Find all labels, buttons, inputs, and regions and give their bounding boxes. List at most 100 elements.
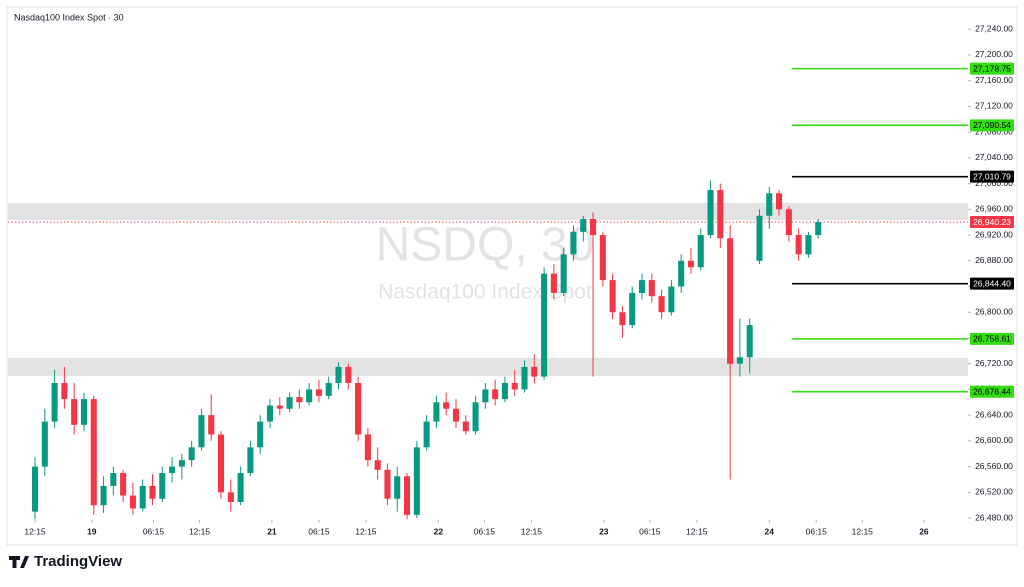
candle-body [374, 460, 381, 470]
candle-body [638, 280, 646, 293]
background-layer: NSDQ, 30 Nasdaq100 Index Spot [8, 202, 968, 376]
candle-body [178, 460, 185, 467]
y-tick-label: 27,080.00 [975, 126, 1013, 136]
candle-body [678, 260, 685, 287]
y-tick-label: 26,800.00 [975, 306, 1013, 316]
candle-body [335, 366, 342, 383]
candle-body [120, 473, 127, 496]
candle-body [129, 495, 136, 509]
candle-body [394, 476, 401, 499]
candle-body [404, 476, 411, 515]
candle-body [110, 473, 117, 486]
candle-body [80, 399, 88, 425]
candle-body [756, 215, 763, 261]
candle-body [315, 389, 322, 396]
level-badge [970, 332, 1014, 345]
x-tick-label: 06:15 [806, 526, 828, 536]
y-tick-label: 26,720.00 [975, 358, 1013, 368]
candle-body [188, 447, 195, 461]
candle-body [570, 231, 577, 255]
candle-body [286, 397, 293, 409]
y-tick-label: 26,880.00 [975, 255, 1013, 265]
candle-body [462, 421, 469, 432]
x-tick-label: 19 [87, 526, 97, 536]
x-tick-label: 12:15 [686, 526, 708, 536]
candle-body [550, 273, 557, 293]
level-badge [970, 62, 1014, 75]
level-badge [970, 119, 1014, 132]
candle-body [766, 193, 773, 216]
chart-frame [6, 6, 1018, 546]
candle-body [237, 473, 244, 502]
candle-body [707, 190, 714, 236]
candle-body [355, 382, 362, 435]
candle-body [736, 357, 743, 364]
candle-body [169, 466, 176, 474]
watermark-name: Nasdaq100 Index Spot [378, 281, 592, 304]
candle-body [90, 399, 97, 506]
candle-body [100, 485, 107, 506]
level-label: 27,178.75 [973, 63, 1011, 73]
candle-body [384, 469, 391, 499]
zone [8, 202, 968, 221]
brand-name: TradingView [34, 553, 122, 570]
candle-body [668, 286, 675, 313]
candle-body [472, 402, 479, 432]
level-label: 27,010.79 [973, 171, 1011, 181]
candle-body [247, 447, 254, 474]
candle-body [266, 405, 274, 422]
y-tick-label: 26,920.00 [975, 229, 1013, 239]
candle-body [149, 485, 156, 499]
candle-body [51, 382, 58, 422]
y-tick-label: 27,120.00 [975, 101, 1013, 111]
candle-body [198, 415, 205, 448]
candle-body [697, 235, 704, 268]
y-tick-label: 26,960.00 [975, 204, 1013, 214]
x-tick-label: 06:15 [474, 526, 496, 536]
candle-body [159, 473, 166, 499]
candle-body [511, 382, 518, 390]
x-tick-label: 12:15 [521, 526, 543, 536]
level-badge [970, 170, 1014, 183]
candle-body [413, 447, 420, 515]
candle-body [629, 292, 636, 326]
candle-body [599, 235, 606, 281]
candle-body [71, 399, 78, 425]
last-price-badge [970, 216, 1014, 229]
x-tick-label: 23 [599, 526, 609, 536]
candle-body [521, 366, 528, 390]
x-tick-label: 12:15 [24, 526, 46, 536]
candle-body [41, 421, 48, 467]
y-tick-label: 27,200.00 [975, 49, 1013, 59]
y-tick-label: 26,480.00 [975, 512, 1013, 522]
x-tick-label: 12:15 [852, 526, 874, 536]
candle-body [482, 389, 489, 403]
candle-body [452, 408, 460, 422]
candle-body [325, 382, 332, 396]
candle-body [746, 325, 753, 358]
candle-body [590, 218, 597, 236]
level-badge [970, 277, 1014, 290]
candle-body [580, 218, 587, 232]
level-label: 27,090.54 [973, 120, 1011, 130]
level-label: 26,844.40 [973, 278, 1011, 288]
candle-body [531, 366, 538, 377]
chart-title: Nasdaq100 Index Spot · 30 [14, 12, 124, 22]
candle-body [541, 273, 548, 377]
y-tick-label: 27,000.00 [975, 178, 1013, 188]
candle-body [276, 405, 283, 409]
x-tick-label: 26 [919, 526, 929, 536]
y-tick-label: 27,240.00 [975, 23, 1013, 33]
candle-body [658, 296, 665, 313]
candle-body [609, 280, 616, 313]
x-tick-label: 06:15 [639, 526, 661, 536]
zone [8, 357, 968, 376]
y-tick-label: 26,560.00 [975, 461, 1013, 471]
y-tick-label: 27,040.00 [975, 152, 1013, 162]
watermark-symbol: NSDQ, 30 [376, 219, 595, 272]
candle-body [433, 402, 440, 422]
candle-body [619, 312, 626, 326]
y-tick-label: 26,640.00 [975, 409, 1013, 419]
candle-body [345, 366, 352, 383]
